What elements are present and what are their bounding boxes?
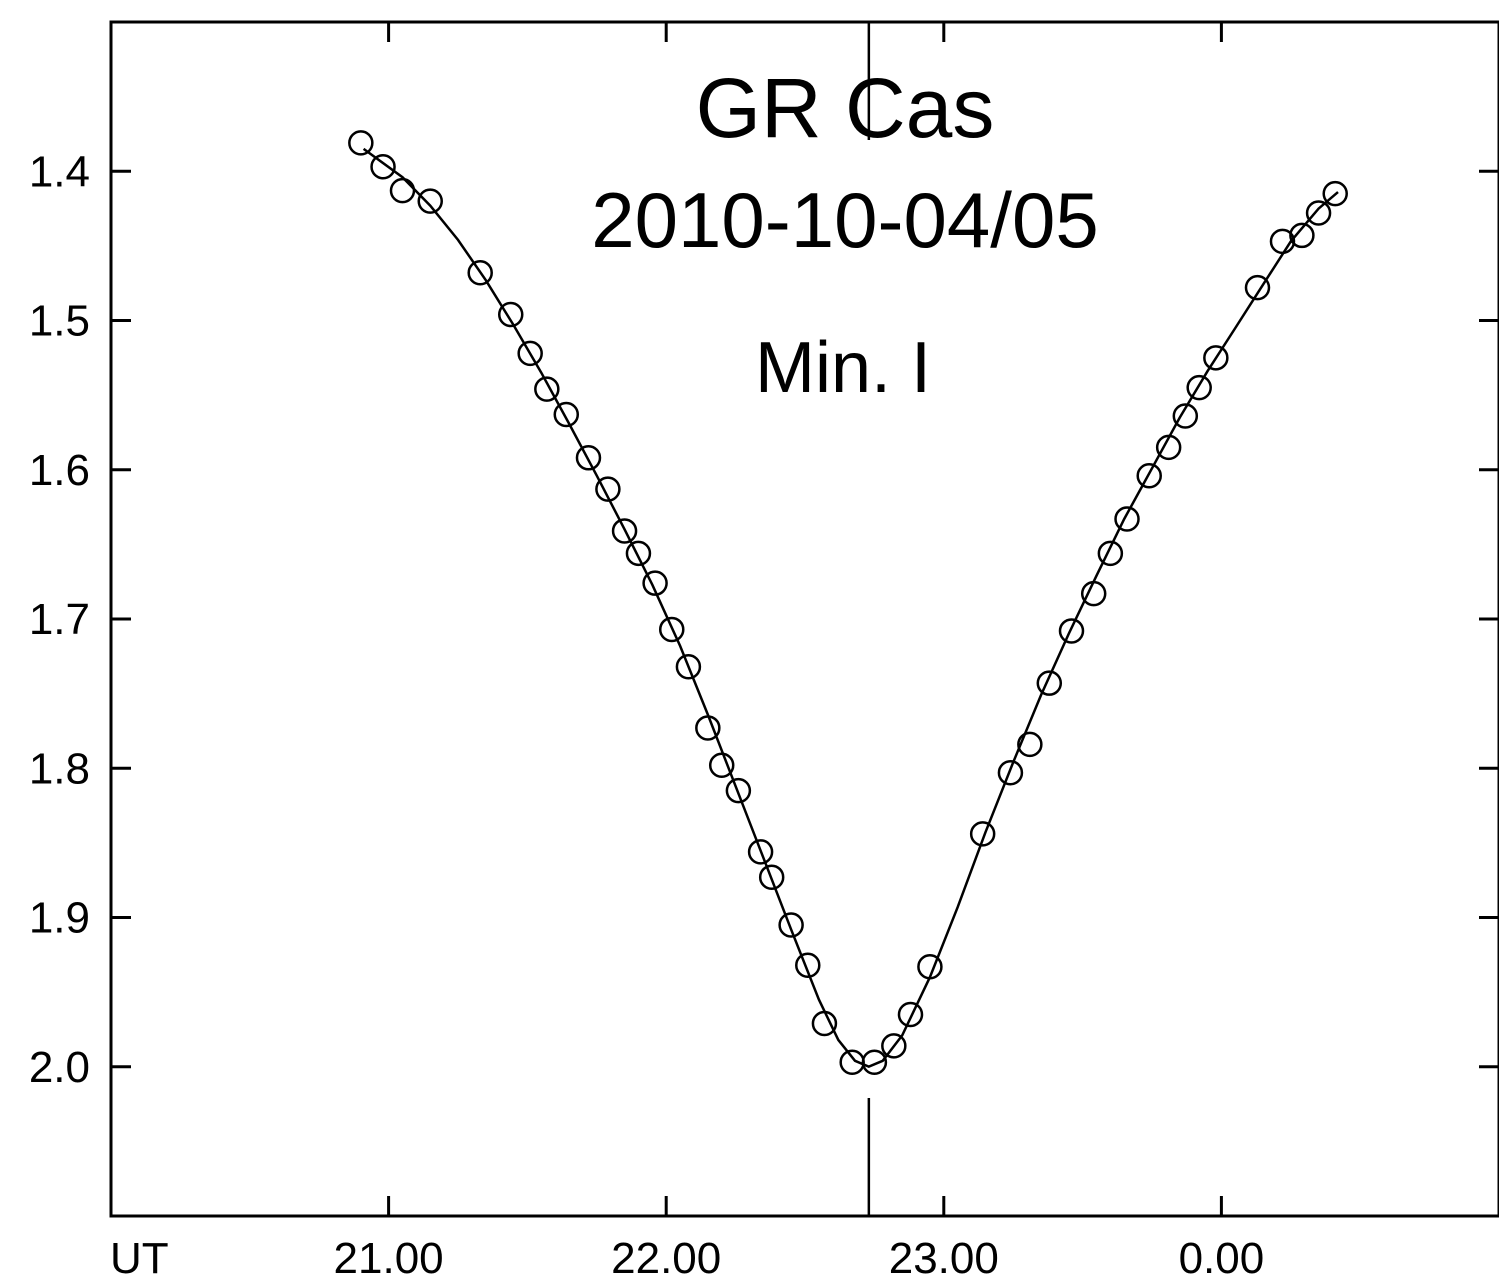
data-point xyxy=(1036,670,1063,696)
data-point xyxy=(811,1010,838,1037)
data-point xyxy=(625,540,652,567)
data-point xyxy=(467,259,493,286)
data-point xyxy=(1136,462,1162,489)
data-point xyxy=(758,864,785,890)
data-point xyxy=(1058,618,1085,644)
data-points xyxy=(348,130,1348,1076)
y-axis-ticks: 1.4 1.5 1.6 1.7 1.8 1.9 2.0 xyxy=(29,147,1499,1092)
y-tick-label: 1.5 xyxy=(29,297,90,346)
data-point xyxy=(708,752,735,779)
chart-subtitle: 2010-10-04/05 xyxy=(591,176,1098,264)
data-point xyxy=(389,177,416,204)
data-point xyxy=(897,1001,924,1028)
x-axis-ticks: 21.00 22.00 23.00 0.00 xyxy=(334,22,1265,1279)
data-point xyxy=(969,821,996,847)
data-point xyxy=(1080,580,1107,607)
x-tick-label: 23.00 xyxy=(889,1234,999,1279)
y-tick-label: 1.8 xyxy=(29,744,90,793)
data-point xyxy=(1155,434,1182,461)
data-point xyxy=(534,376,560,402)
y-tick-label: 1.4 xyxy=(29,147,90,196)
data-point xyxy=(1203,345,1229,371)
data-point xyxy=(881,1033,907,1059)
y-tick-label: 1.6 xyxy=(29,446,90,495)
x-tick-label: 22.00 xyxy=(611,1234,721,1279)
data-point xyxy=(1305,200,1332,226)
data-point xyxy=(1172,403,1199,429)
data-point xyxy=(1269,228,1296,255)
data-point xyxy=(1186,374,1212,401)
data-point xyxy=(675,654,702,680)
data-point xyxy=(1017,731,1043,758)
data-point xyxy=(725,777,752,804)
minimum-annotation: Min. I xyxy=(755,328,931,408)
data-point xyxy=(1289,222,1315,249)
data-point xyxy=(497,301,524,328)
data-point xyxy=(997,759,1024,786)
chart-title: GR Cas xyxy=(696,61,995,155)
data-point xyxy=(553,401,580,428)
data-point xyxy=(747,839,774,865)
data-point xyxy=(370,154,396,180)
y-tick-label: 1.9 xyxy=(29,894,90,943)
data-point xyxy=(659,616,685,643)
data-point xyxy=(795,952,821,979)
data-point xyxy=(695,715,721,741)
data-point xyxy=(575,445,602,471)
data-point xyxy=(417,188,443,214)
x-tick-label: 21.00 xyxy=(334,1234,444,1279)
data-point xyxy=(1322,180,1348,207)
data-point xyxy=(917,954,943,980)
data-point xyxy=(778,912,804,938)
data-point xyxy=(1097,540,1124,567)
data-point xyxy=(348,130,374,156)
y-tick-label: 2.0 xyxy=(29,1043,90,1092)
fit-curve xyxy=(362,147,1339,1069)
data-point xyxy=(1244,274,1271,301)
data-point xyxy=(642,570,668,596)
data-point xyxy=(611,518,638,544)
x-axis-label: UT xyxy=(110,1234,169,1279)
data-point xyxy=(595,476,621,502)
data-point xyxy=(861,1049,888,1076)
data-point xyxy=(1114,506,1140,532)
y-tick-label: 1.7 xyxy=(29,595,90,644)
data-point xyxy=(517,340,543,367)
x-tick-label: 0.00 xyxy=(1179,1234,1265,1279)
